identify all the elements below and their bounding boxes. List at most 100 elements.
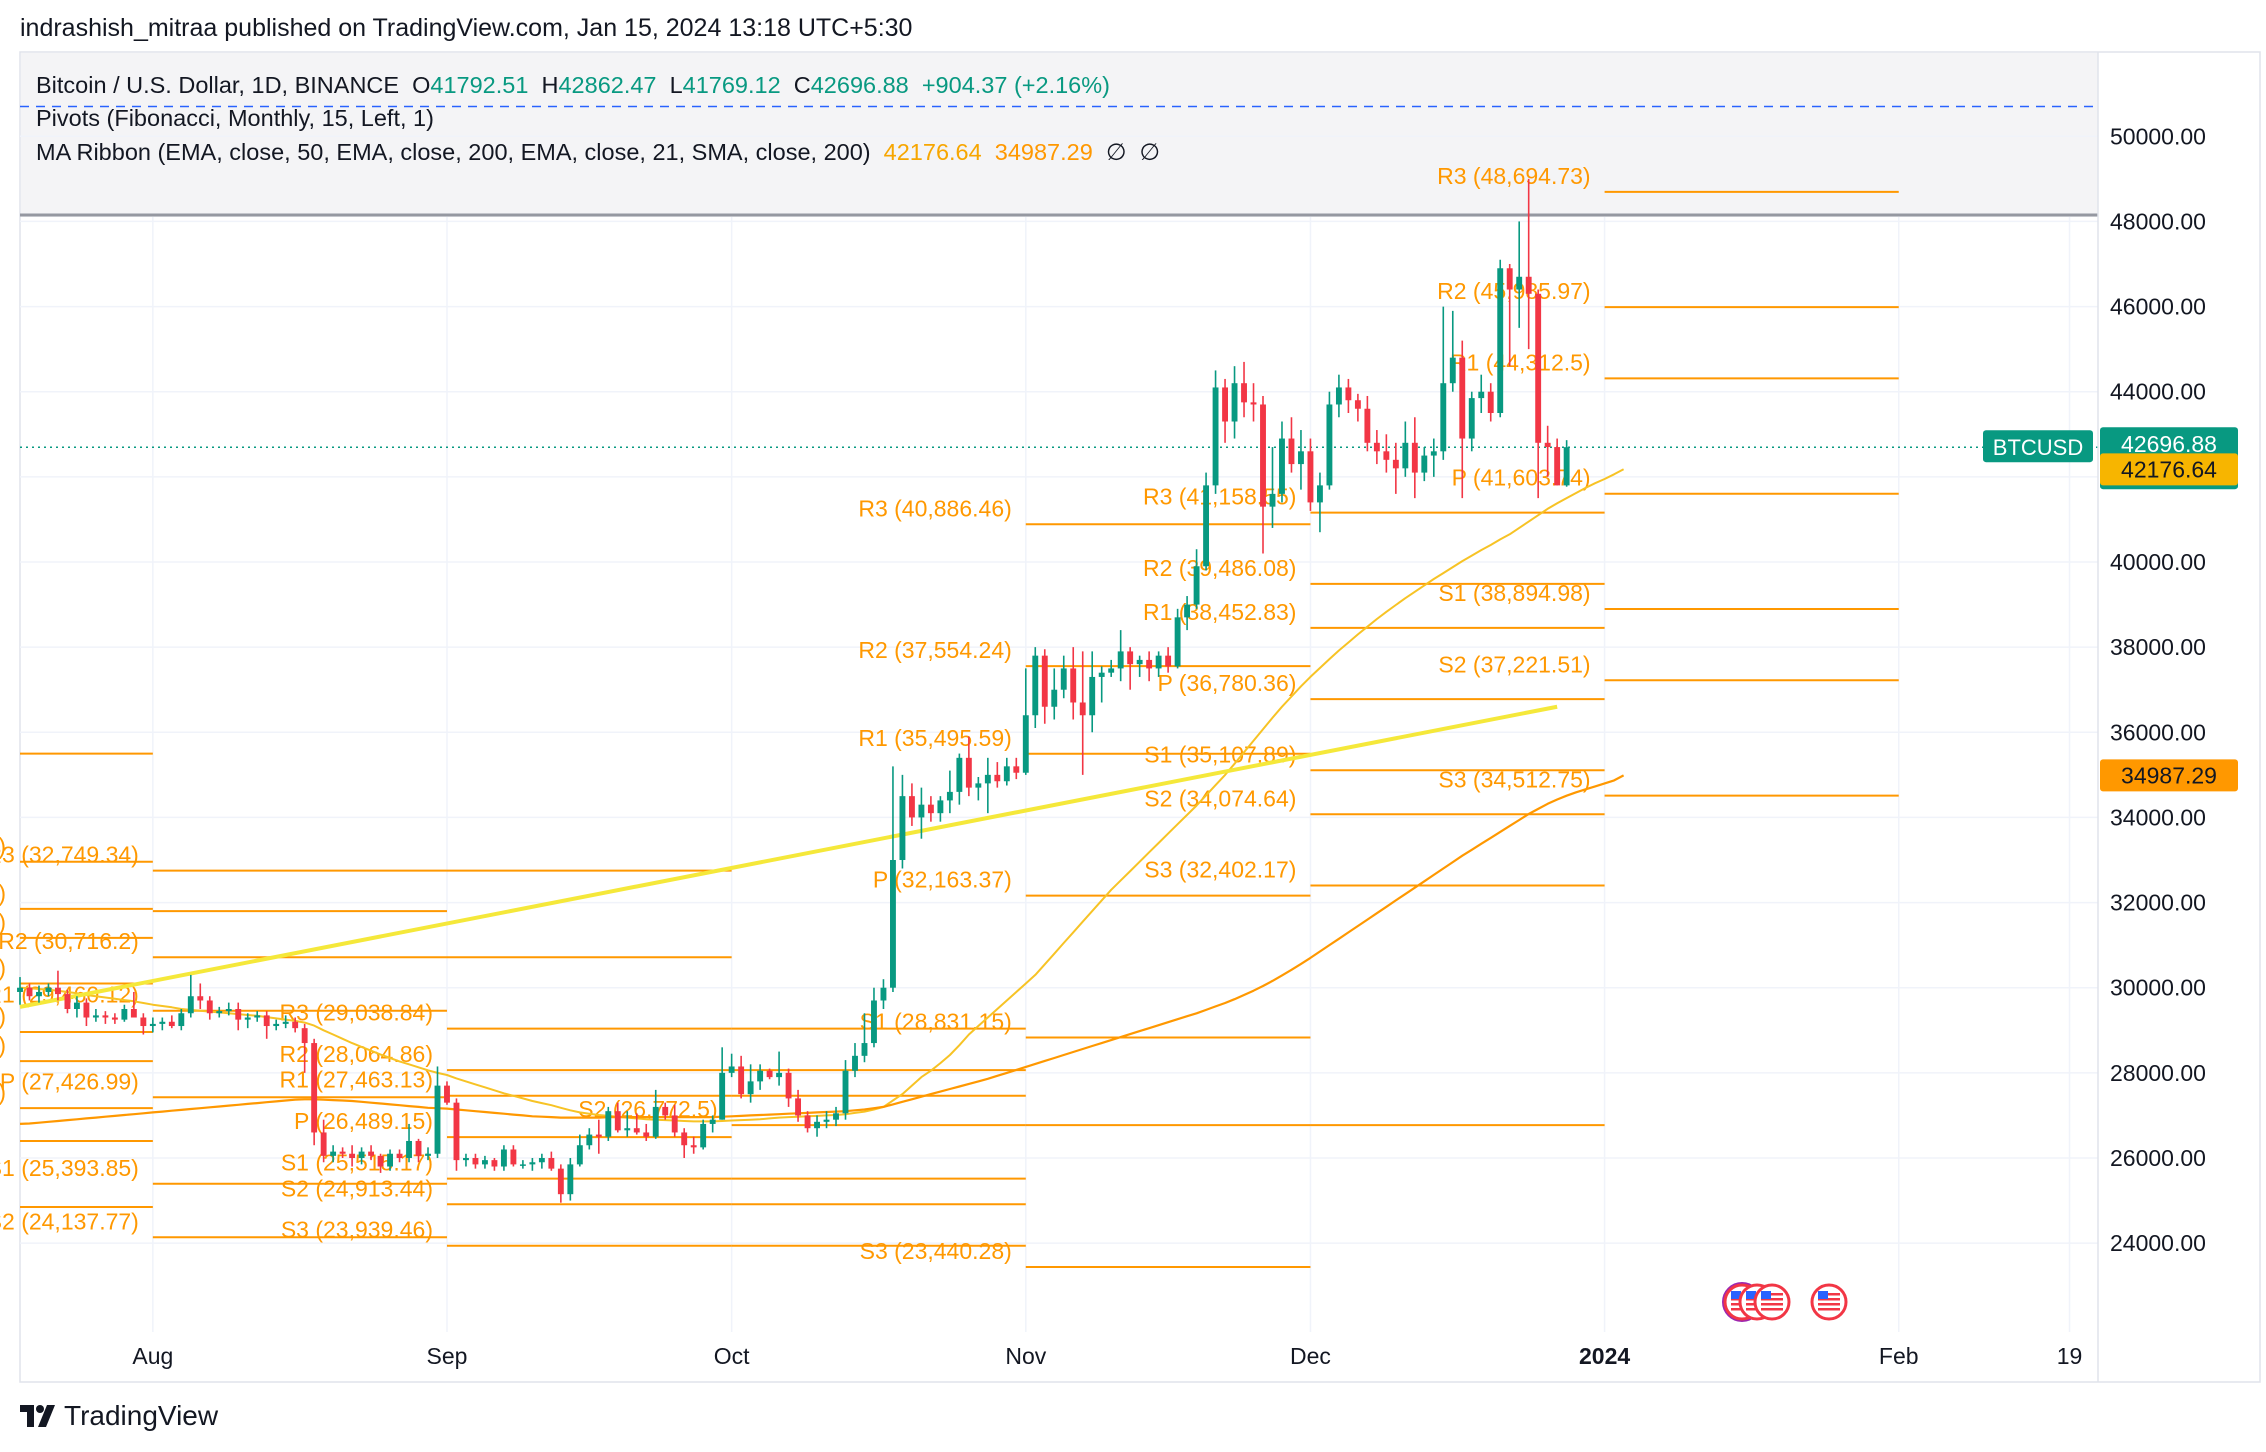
candle[interactable]: [1193, 549, 1200, 609]
candle[interactable]: [927, 796, 934, 822]
candle[interactable]: [1051, 668, 1058, 720]
candle[interactable]: [1146, 651, 1153, 682]
candle[interactable]: [510, 1145, 517, 1167]
candle[interactable]: [1155, 651, 1162, 677]
candle[interactable]: [244, 1013, 251, 1029]
candle[interactable]: [1459, 340, 1466, 499]
candle[interactable]: [1421, 447, 1428, 482]
candle[interactable]: [965, 736, 972, 797]
candle[interactable]: [1497, 259, 1504, 418]
candle[interactable]: [481, 1155, 488, 1169]
candle[interactable]: [567, 1158, 574, 1201]
candle[interactable]: [1212, 370, 1219, 494]
candle[interactable]: [1373, 430, 1380, 465]
candle[interactable]: [282, 1015, 289, 1029]
us-flag-event-icon[interactable]: [1810, 1283, 1848, 1321]
candle[interactable]: [1525, 178, 1532, 350]
candle[interactable]: [519, 1160, 526, 1169]
candle[interactable]: [301, 1023, 308, 1073]
us-flag-event-icon[interactable]: [1753, 1283, 1791, 1321]
candle[interactable]: [187, 974, 194, 1018]
candle[interactable]: [463, 1153, 469, 1167]
candle[interactable]: [1269, 447, 1276, 528]
candle[interactable]: [576, 1134, 583, 1167]
candle[interactable]: [292, 1017, 299, 1033]
candle[interactable]: [1402, 421, 1409, 477]
candle[interactable]: [121, 1004, 128, 1022]
candle[interactable]: [406, 1123, 412, 1163]
candle[interactable]: [45, 983, 52, 997]
candle[interactable]: [17, 977, 23, 1005]
candle[interactable]: [681, 1128, 688, 1158]
event-markers[interactable]: [1722, 1282, 1848, 1322]
candle[interactable]: [994, 762, 1001, 788]
candle[interactable]: [26, 983, 33, 1001]
candle[interactable]: [1279, 421, 1285, 503]
candle[interactable]: [1203, 472, 1210, 571]
candle[interactable]: [1516, 221, 1523, 328]
candle[interactable]: [908, 783, 915, 826]
candle[interactable]: [140, 1013, 147, 1035]
trendline[interactable]: [19, 704, 1558, 1009]
candle[interactable]: [491, 1158, 498, 1171]
candle[interactable]: [1364, 395, 1371, 452]
candle[interactable]: [330, 1145, 337, 1163]
candle[interactable]: [1345, 378, 1352, 413]
candle[interactable]: [349, 1145, 356, 1167]
candle[interactable]: [1079, 651, 1086, 775]
candle[interactable]: [871, 987, 877, 1048]
candle[interactable]: [1468, 391, 1475, 452]
candle[interactable]: [1535, 289, 1542, 499]
candle[interactable]: [880, 979, 887, 1009]
candle[interactable]: [1449, 310, 1456, 392]
candle[interactable]: [671, 1104, 678, 1137]
candle[interactable]: [804, 1111, 811, 1133]
candle[interactable]: [206, 996, 213, 1020]
candle[interactable]: [662, 1102, 669, 1120]
candle[interactable]: [1326, 391, 1333, 490]
candle[interactable]: [415, 1138, 422, 1163]
candle[interactable]: [937, 796, 944, 822]
candle[interactable]: [1241, 361, 1247, 418]
candle[interactable]: [263, 1011, 270, 1039]
candle[interactable]: [1108, 659, 1115, 677]
candle[interactable]: [368, 1145, 375, 1161]
candle[interactable]: [1411, 417, 1418, 499]
candle[interactable]: [747, 1064, 754, 1103]
candle[interactable]: [776, 1051, 783, 1086]
candle[interactable]: [605, 1106, 612, 1141]
candle[interactable]: [1032, 647, 1039, 729]
candle[interactable]: [425, 1147, 431, 1161]
candle[interactable]: [377, 1153, 384, 1173]
candle[interactable]: [1136, 655, 1143, 677]
candle[interactable]: [1392, 442, 1399, 494]
candle[interactable]: [444, 1081, 450, 1105]
candle[interactable]: [814, 1115, 820, 1137]
candle[interactable]: [339, 1147, 346, 1158]
candle[interactable]: [254, 1011, 261, 1022]
candle[interactable]: [614, 1102, 621, 1133]
candle[interactable]: [823, 1111, 830, 1129]
candle[interactable]: [500, 1145, 507, 1171]
candle[interactable]: [1288, 417, 1295, 473]
candle[interactable]: [1260, 395, 1266, 554]
candle[interactable]: [1127, 647, 1134, 690]
candle[interactable]: [102, 1011, 109, 1024]
candle[interactable]: [1298, 430, 1304, 490]
candle[interactable]: [111, 1013, 118, 1024]
candle[interactable]: [595, 1119, 602, 1154]
candle[interactable]: [975, 776, 982, 801]
candle[interactable]: [1383, 434, 1390, 473]
candle[interactable]: [83, 998, 90, 1027]
candle[interactable]: [1563, 440, 1570, 487]
candle[interactable]: [216, 1006, 223, 1018]
candle[interactable]: [652, 1089, 659, 1139]
candle[interactable]: [899, 774, 906, 869]
candle[interactable]: [1231, 366, 1238, 439]
candle[interactable]: [1041, 649, 1048, 724]
candle[interactable]: [1022, 668, 1029, 775]
candle[interactable]: [728, 1053, 735, 1078]
candle[interactable]: [1354, 393, 1361, 422]
candle[interactable]: [861, 1013, 868, 1063]
candle[interactable]: [159, 1017, 166, 1031]
